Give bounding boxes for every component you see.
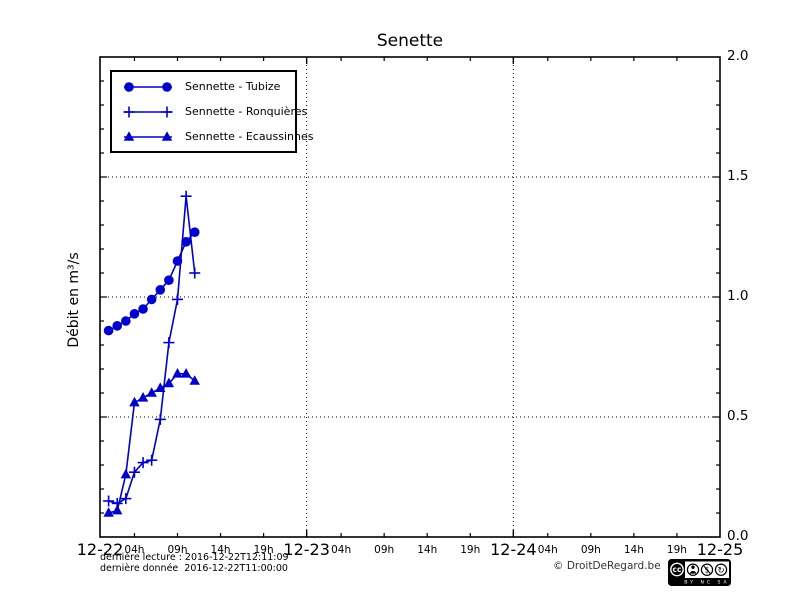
x-major-tick-label: 12-25 xyxy=(696,540,744,559)
x-minor-tick-label: 19h xyxy=(253,544,274,556)
by-icon xyxy=(686,563,700,576)
y-tick-label: 2.0 xyxy=(727,48,749,64)
x-minor-tick-label: 14h xyxy=(417,544,438,556)
footer-status: dernière lecture : 2016-12-22T12:11:09 d… xyxy=(100,552,289,574)
nc-icon: $ xyxy=(700,563,714,576)
x-minor-tick-label: 19h xyxy=(666,544,687,556)
y-tick-label: 1.5 xyxy=(727,168,749,184)
x-minor-tick-label: 14h xyxy=(210,544,231,556)
footer-last-data: dernière donnée 2016-12-22T11:00:00 xyxy=(100,562,288,574)
x-major-tick-label: 12-23 xyxy=(283,540,330,559)
legend-marker-circle-icon xyxy=(124,81,172,92)
footer-last-read: dernière lecture : 2016-12-22T12:11:09 xyxy=(100,552,289,563)
x-major-tick-label: 12-22 xyxy=(76,540,124,559)
x-major-tick-label: 12-24 xyxy=(490,540,537,559)
x-minor-tick-label: 04h xyxy=(537,544,558,556)
sa-icon: ↻ xyxy=(714,563,728,576)
x-minor-tick-label: 09h xyxy=(374,544,395,556)
chart-title: Senette xyxy=(376,31,444,51)
y-tick-label: 0.0 xyxy=(727,528,749,544)
x-minor-tick-label: 04h xyxy=(331,544,352,556)
y-tick-label: 0.5 xyxy=(727,408,749,424)
legend-item-tubize: Sennette - Tubize xyxy=(112,79,295,95)
legend: Sennette - Tubize Sennette - Ronquières … xyxy=(110,70,314,153)
legend-label-tubize: Sennette - Tubize xyxy=(185,80,281,93)
x-minor-tick-label: 19h xyxy=(460,544,481,556)
legend-item-ronquieres: Sennette - Ronquières xyxy=(112,104,307,120)
svg-text:cc: cc xyxy=(673,565,682,574)
legend-marker-plus-icon xyxy=(123,106,173,117)
cc-icon: cc xyxy=(670,562,684,577)
x-minor-tick-label: 14h xyxy=(623,544,644,556)
copyright-text: © DroitDeRegard.be xyxy=(553,560,661,572)
svg-text:↻: ↻ xyxy=(717,566,724,576)
x-minor-tick-label: 04h xyxy=(124,544,145,556)
cc-license-badge[interactable]: cc $ ↻ BY NC SA xyxy=(668,559,731,586)
y-axis-label: Débit en m³/s xyxy=(66,252,82,348)
x-minor-tick-label: 09h xyxy=(167,544,188,556)
plot-svg xyxy=(99,56,721,538)
legend-item-ecaussinnes: Sennette - Ecaussinnes xyxy=(112,129,314,145)
legend-label-ronquieres: Sennette - Ronquières xyxy=(185,105,308,118)
cc-badge-labels: BY NC SA xyxy=(684,580,729,586)
y-tick-label: 1.0 xyxy=(727,288,749,304)
legend-label-ecaussinnes: Sennette - Ecaussinnes xyxy=(185,130,314,143)
x-minor-tick-label: 09h xyxy=(580,544,601,556)
legend-marker-triangle-icon xyxy=(123,130,173,141)
